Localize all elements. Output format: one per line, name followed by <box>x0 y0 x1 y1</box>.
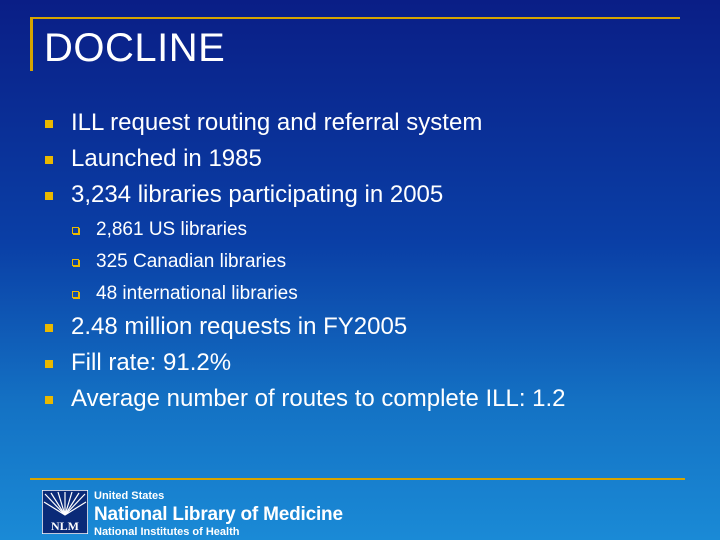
square-bullet-icon <box>45 192 53 200</box>
bullet-text: Fill rate: 91.2% <box>71 349 232 376</box>
bullet-text: 3,234 libraries participating in 2005 <box>71 181 444 208</box>
sub-bullet-item: 325 Canadian libraries <box>44 246 694 278</box>
hollow-square-bullet-icon <box>72 259 79 266</box>
hollow-square-bullet-icon <box>72 291 79 298</box>
footer-line-library: National Library of Medicine <box>94 504 343 525</box>
square-bullet-icon <box>45 360 53 368</box>
bullet-item: Fill rate: 91.2% <box>44 346 694 382</box>
square-bullet-icon <box>45 324 53 332</box>
hollow-square-bullet-icon <box>72 227 79 234</box>
bullet-text: 2.48 million requests in FY2005 <box>71 313 408 340</box>
sub-bullet-item: 48 international libraries <box>44 278 694 310</box>
title-rule-top <box>30 17 680 19</box>
square-bullet-icon <box>45 156 53 164</box>
square-bullet-icon <box>45 120 53 128</box>
sub-bullet-text: 2,861 US libraries <box>96 219 248 240</box>
nlm-logo-text: NLM <box>51 519 79 533</box>
title-rule-left <box>30 17 33 71</box>
bullet-item: 2.48 million requests in FY2005 <box>44 310 694 346</box>
bullet-text: ILL request routing and referral system <box>71 109 483 136</box>
sub-bullet-item: 2,861 US libraries <box>44 214 694 246</box>
bullet-list: ILL request routing and referral system … <box>44 106 694 418</box>
footer-line-country: United States <box>94 490 165 502</box>
bullet-item: ILL request routing and referral system <box>44 106 694 142</box>
bullet-item: Launched in 1985 <box>44 142 694 178</box>
sub-bullet-text: 325 Canadian libraries <box>96 251 287 272</box>
slide-title: DOCLINE <box>44 26 226 70</box>
bullet-item: 3,234 libraries participating in 2005 <box>44 178 694 214</box>
footer-rule <box>30 478 685 480</box>
sub-bullet-text: 48 international libraries <box>96 283 298 304</box>
footer-line-institute: National Institutes of Health <box>94 526 240 538</box>
bullet-text: Average number of routes to complete ILL… <box>71 385 566 412</box>
footer-text: United States National Library of Medici… <box>94 491 343 538</box>
bullet-item: Average number of routes to complete ILL… <box>44 382 694 418</box>
bullet-text: Launched in 1985 <box>71 145 262 172</box>
nlm-logo: NLM <box>42 490 88 534</box>
square-bullet-icon <box>45 396 53 404</box>
